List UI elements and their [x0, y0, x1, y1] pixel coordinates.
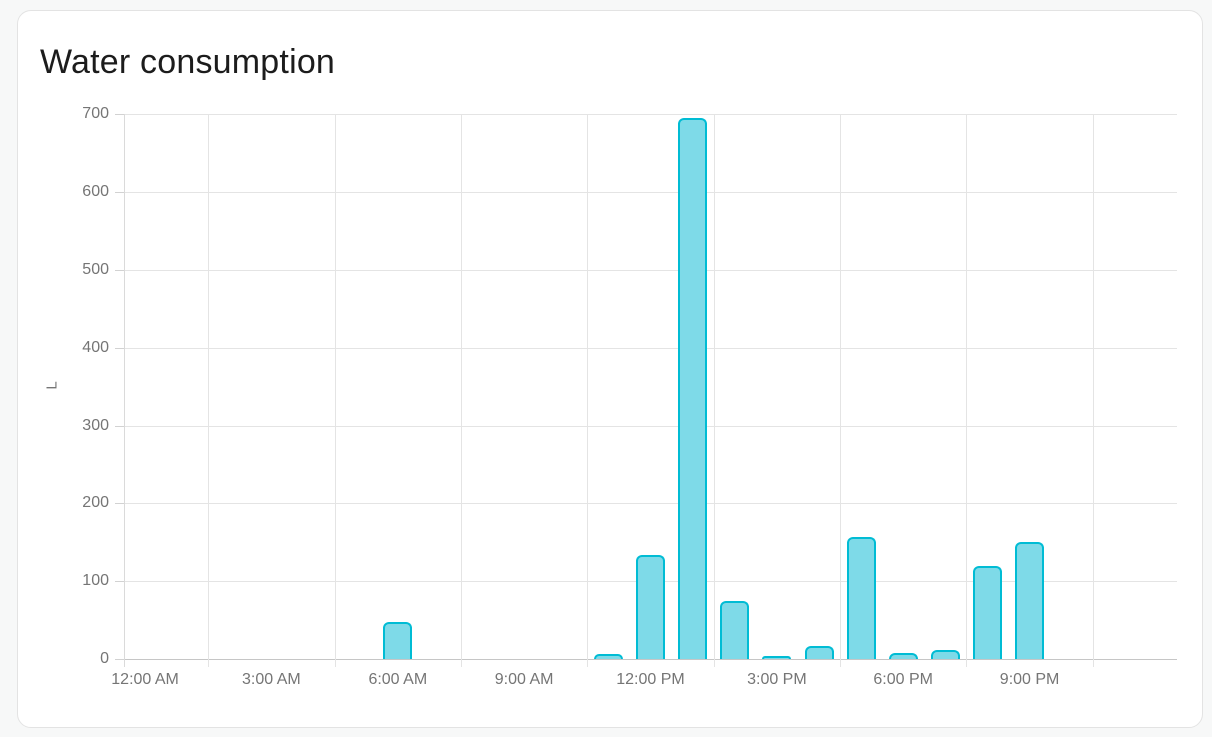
- bar-6am[interactable]: [383, 621, 413, 659]
- x-axis-line: [124, 659, 1177, 660]
- x-gridline: [208, 114, 210, 667]
- x-tick-label: 3:00 PM: [747, 671, 807, 688]
- x-tick-label: 12:00 PM: [616, 671, 685, 688]
- bar-11am[interactable]: [593, 653, 623, 659]
- bar-2pm[interactable]: [720, 601, 750, 659]
- x-tick-label: 6:00 PM: [873, 671, 933, 688]
- y-tick-mark: [115, 659, 124, 660]
- y-tick-label: 700: [82, 105, 109, 123]
- y-tick-mark: [115, 425, 124, 427]
- bar-4pm[interactable]: [804, 645, 834, 659]
- water-consumption-card: Water consumption: [17, 10, 1203, 728]
- x-tick-label: 9:00 PM: [999, 671, 1060, 688]
- y-axis-title: L: [43, 381, 61, 390]
- y-gridline: [124, 192, 1177, 194]
- y-tick-mark: [115, 581, 124, 583]
- y-gridline: [124, 503, 1177, 505]
- y-tick-mark: [115, 270, 124, 271]
- y-tick-label: 0: [100, 650, 109, 667]
- y-axis-line: [124, 114, 125, 667]
- bar-8pm[interactable]: [973, 565, 1002, 659]
- bar-9pm[interactable]: [1015, 542, 1045, 659]
- y-tick-mark: [115, 347, 124, 349]
- y-gridline: [124, 270, 1177, 271]
- y-tick-label: 200: [82, 494, 109, 512]
- bar-5pm[interactable]: [846, 536, 876, 659]
- bar-12pm[interactable]: [636, 554, 665, 659]
- y-tick-label: 100: [82, 572, 109, 590]
- x-gridline: [1092, 114, 1094, 667]
- y-tick-mark: [115, 114, 124, 116]
- y-tick-mark: [115, 192, 124, 194]
- bar-1pm[interactable]: [678, 118, 708, 659]
- x-gridline: [334, 114, 336, 667]
- x-gridline: [461, 114, 462, 667]
- x-gridline: [587, 114, 589, 667]
- y-gridline: [124, 425, 1177, 427]
- x-gridline: [966, 114, 968, 667]
- bar-3pm[interactable]: [762, 655, 792, 659]
- card-title: Water consumption: [40, 43, 336, 81]
- x-tick-label: 12:00 AM: [111, 671, 179, 688]
- x-gridline: [840, 114, 841, 667]
- x-tick-label: 3:00 AM: [242, 671, 301, 688]
- y-gridline: [124, 114, 1177, 116]
- x-tick-label: 6:00 AM: [368, 671, 428, 688]
- y-tick-mark: [115, 503, 124, 505]
- x-gridline: [713, 114, 715, 667]
- bar-7pm[interactable]: [930, 650, 960, 659]
- bar-6pm[interactable]: [888, 652, 918, 659]
- y-tick-label: 400: [82, 338, 109, 356]
- y-gridline: [124, 347, 1177, 349]
- y-tick-label: 500: [82, 261, 109, 278]
- y-tick-label: 600: [82, 183, 109, 201]
- x-tick-label: 9:00 AM: [494, 671, 554, 688]
- y-tick-label: 300: [82, 416, 109, 434]
